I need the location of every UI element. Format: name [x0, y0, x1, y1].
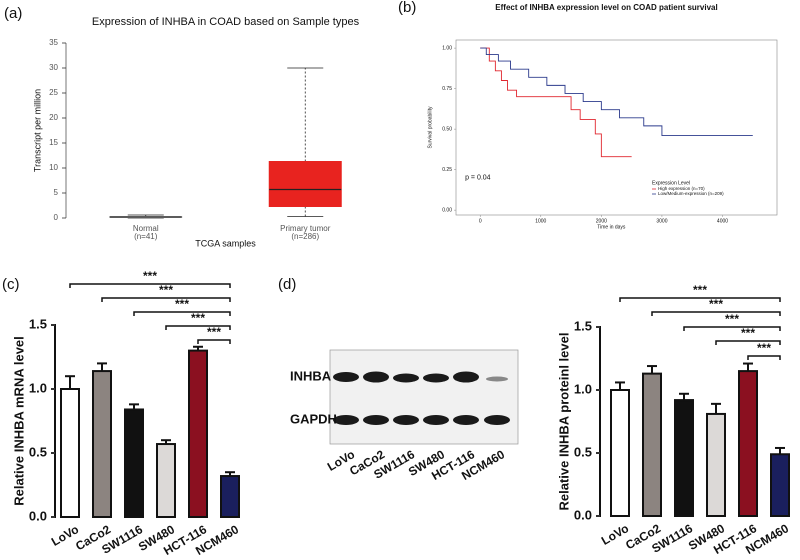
significance-label: ***: [757, 341, 771, 355]
significance-label: ***: [693, 283, 707, 297]
blot-row-label: GAPDH: [290, 411, 337, 426]
x-axis-label: Time in days: [597, 224, 626, 230]
plot-frame: [455, 39, 778, 216]
x-tick-label: Primary tumor: [280, 224, 331, 233]
chart-title: Effect of INHBA expression level on COAD…: [495, 3, 717, 12]
y-tick-label: 15: [49, 138, 58, 147]
bar: [770, 453, 790, 518]
significance-bracket: [747, 355, 781, 360]
significance-label: ***: [741, 326, 755, 340]
significance-label: ***: [207, 325, 221, 339]
significance-bracket: [69, 283, 231, 288]
legend-title: Expression Level: [652, 180, 690, 186]
y-axis-label: Relative INHBA proteinl level: [556, 333, 571, 511]
panel-label: (a): [4, 5, 22, 22]
bar: [706, 412, 726, 517]
x-tick-label: 2000: [596, 218, 607, 224]
panel-label: (b): [398, 0, 416, 16]
significance-bracket: [715, 340, 781, 345]
y-tick-label: 0.0: [29, 508, 47, 523]
x-tick-label: 0: [479, 218, 482, 224]
bar: [92, 370, 112, 518]
x-tick-label: 3000: [656, 218, 667, 224]
y-tick-label: 0.5: [29, 444, 47, 459]
bar: [674, 399, 694, 517]
inhba-bands: [333, 371, 508, 383]
legend-label: High expression (n=70): [658, 186, 705, 191]
y-tick-label: 0.0: [574, 507, 592, 522]
significance-bracket: [683, 326, 781, 331]
bar: [738, 370, 758, 517]
significance-label: ***: [143, 269, 157, 283]
significance-bracket: [197, 339, 231, 344]
y-tick-label: 0.50: [442, 126, 452, 132]
y-tick-label: 1.5: [29, 316, 47, 331]
y-tick-label: 1.5: [574, 318, 592, 333]
x-tick-note: (n=41): [134, 232, 158, 241]
y-tick-label: 1.0: [574, 381, 592, 396]
y-tick-label: 0.25: [442, 167, 452, 173]
chart-title: Expression of INHBA in COAD based on Sam…: [92, 16, 360, 28]
y-tick-label: 35: [49, 38, 58, 47]
y-tick-label: 0.75: [442, 86, 452, 92]
x-axis-label: TCGA samples: [195, 238, 256, 248]
annotation: p = 0.04: [465, 175, 491, 182]
bar: [188, 349, 208, 518]
y-tick-label: 30: [49, 63, 58, 72]
y-axis-label: Transcript per million: [32, 89, 42, 172]
x-tick-label: 1000: [535, 218, 546, 224]
significance-label: ***: [159, 283, 173, 297]
significance-label: ***: [191, 311, 205, 325]
significance-bracket: [133, 311, 231, 316]
gapdh-bands: [333, 415, 510, 425]
survival-curve: [480, 47, 632, 158]
y-tick-label: 20: [49, 113, 58, 122]
blot-image: [329, 349, 519, 445]
survival-curve: [480, 47, 753, 137]
significance-bracket: [101, 297, 231, 302]
box: [268, 161, 342, 207]
significance-bracket: [165, 325, 231, 330]
y-tick-label: 25: [49, 88, 58, 97]
bar: [60, 388, 80, 518]
bar: [124, 408, 144, 519]
significance-label: ***: [709, 297, 723, 311]
blot-row-label: INHBA: [290, 368, 332, 383]
panel-label: (d): [278, 276, 296, 293]
blot-frame: [329, 349, 519, 445]
y-tick-label: 0.5: [574, 444, 592, 459]
y-tick-label: 1.0: [29, 380, 47, 395]
significance-label: ***: [175, 297, 189, 311]
y-tick-label: 0.00: [442, 207, 452, 213]
y-tick-label: 10: [49, 163, 58, 172]
x-tick-note: (n=286): [291, 232, 319, 241]
significance-bracket: [651, 311, 781, 316]
legend-label: Low/Medium-expression (n=209): [658, 191, 724, 196]
y-tick-label: 1.00: [442, 45, 452, 51]
significance-bracket: [619, 297, 781, 302]
x-tick-label: 4000: [717, 218, 728, 224]
significance-label: ***: [725, 312, 739, 326]
bar: [610, 389, 630, 517]
bar: [156, 443, 176, 519]
y-tick-label: 5: [54, 188, 59, 197]
x-tick-label: Normal: [133, 224, 159, 233]
panel-label: (c): [2, 276, 20, 293]
y-axis-label: Survival probability: [427, 106, 433, 148]
bar: [642, 372, 662, 517]
y-tick-label: 0: [54, 213, 59, 222]
y-axis-label: Relative INHBA mRNA level: [11, 336, 26, 506]
bar: [220, 475, 240, 519]
